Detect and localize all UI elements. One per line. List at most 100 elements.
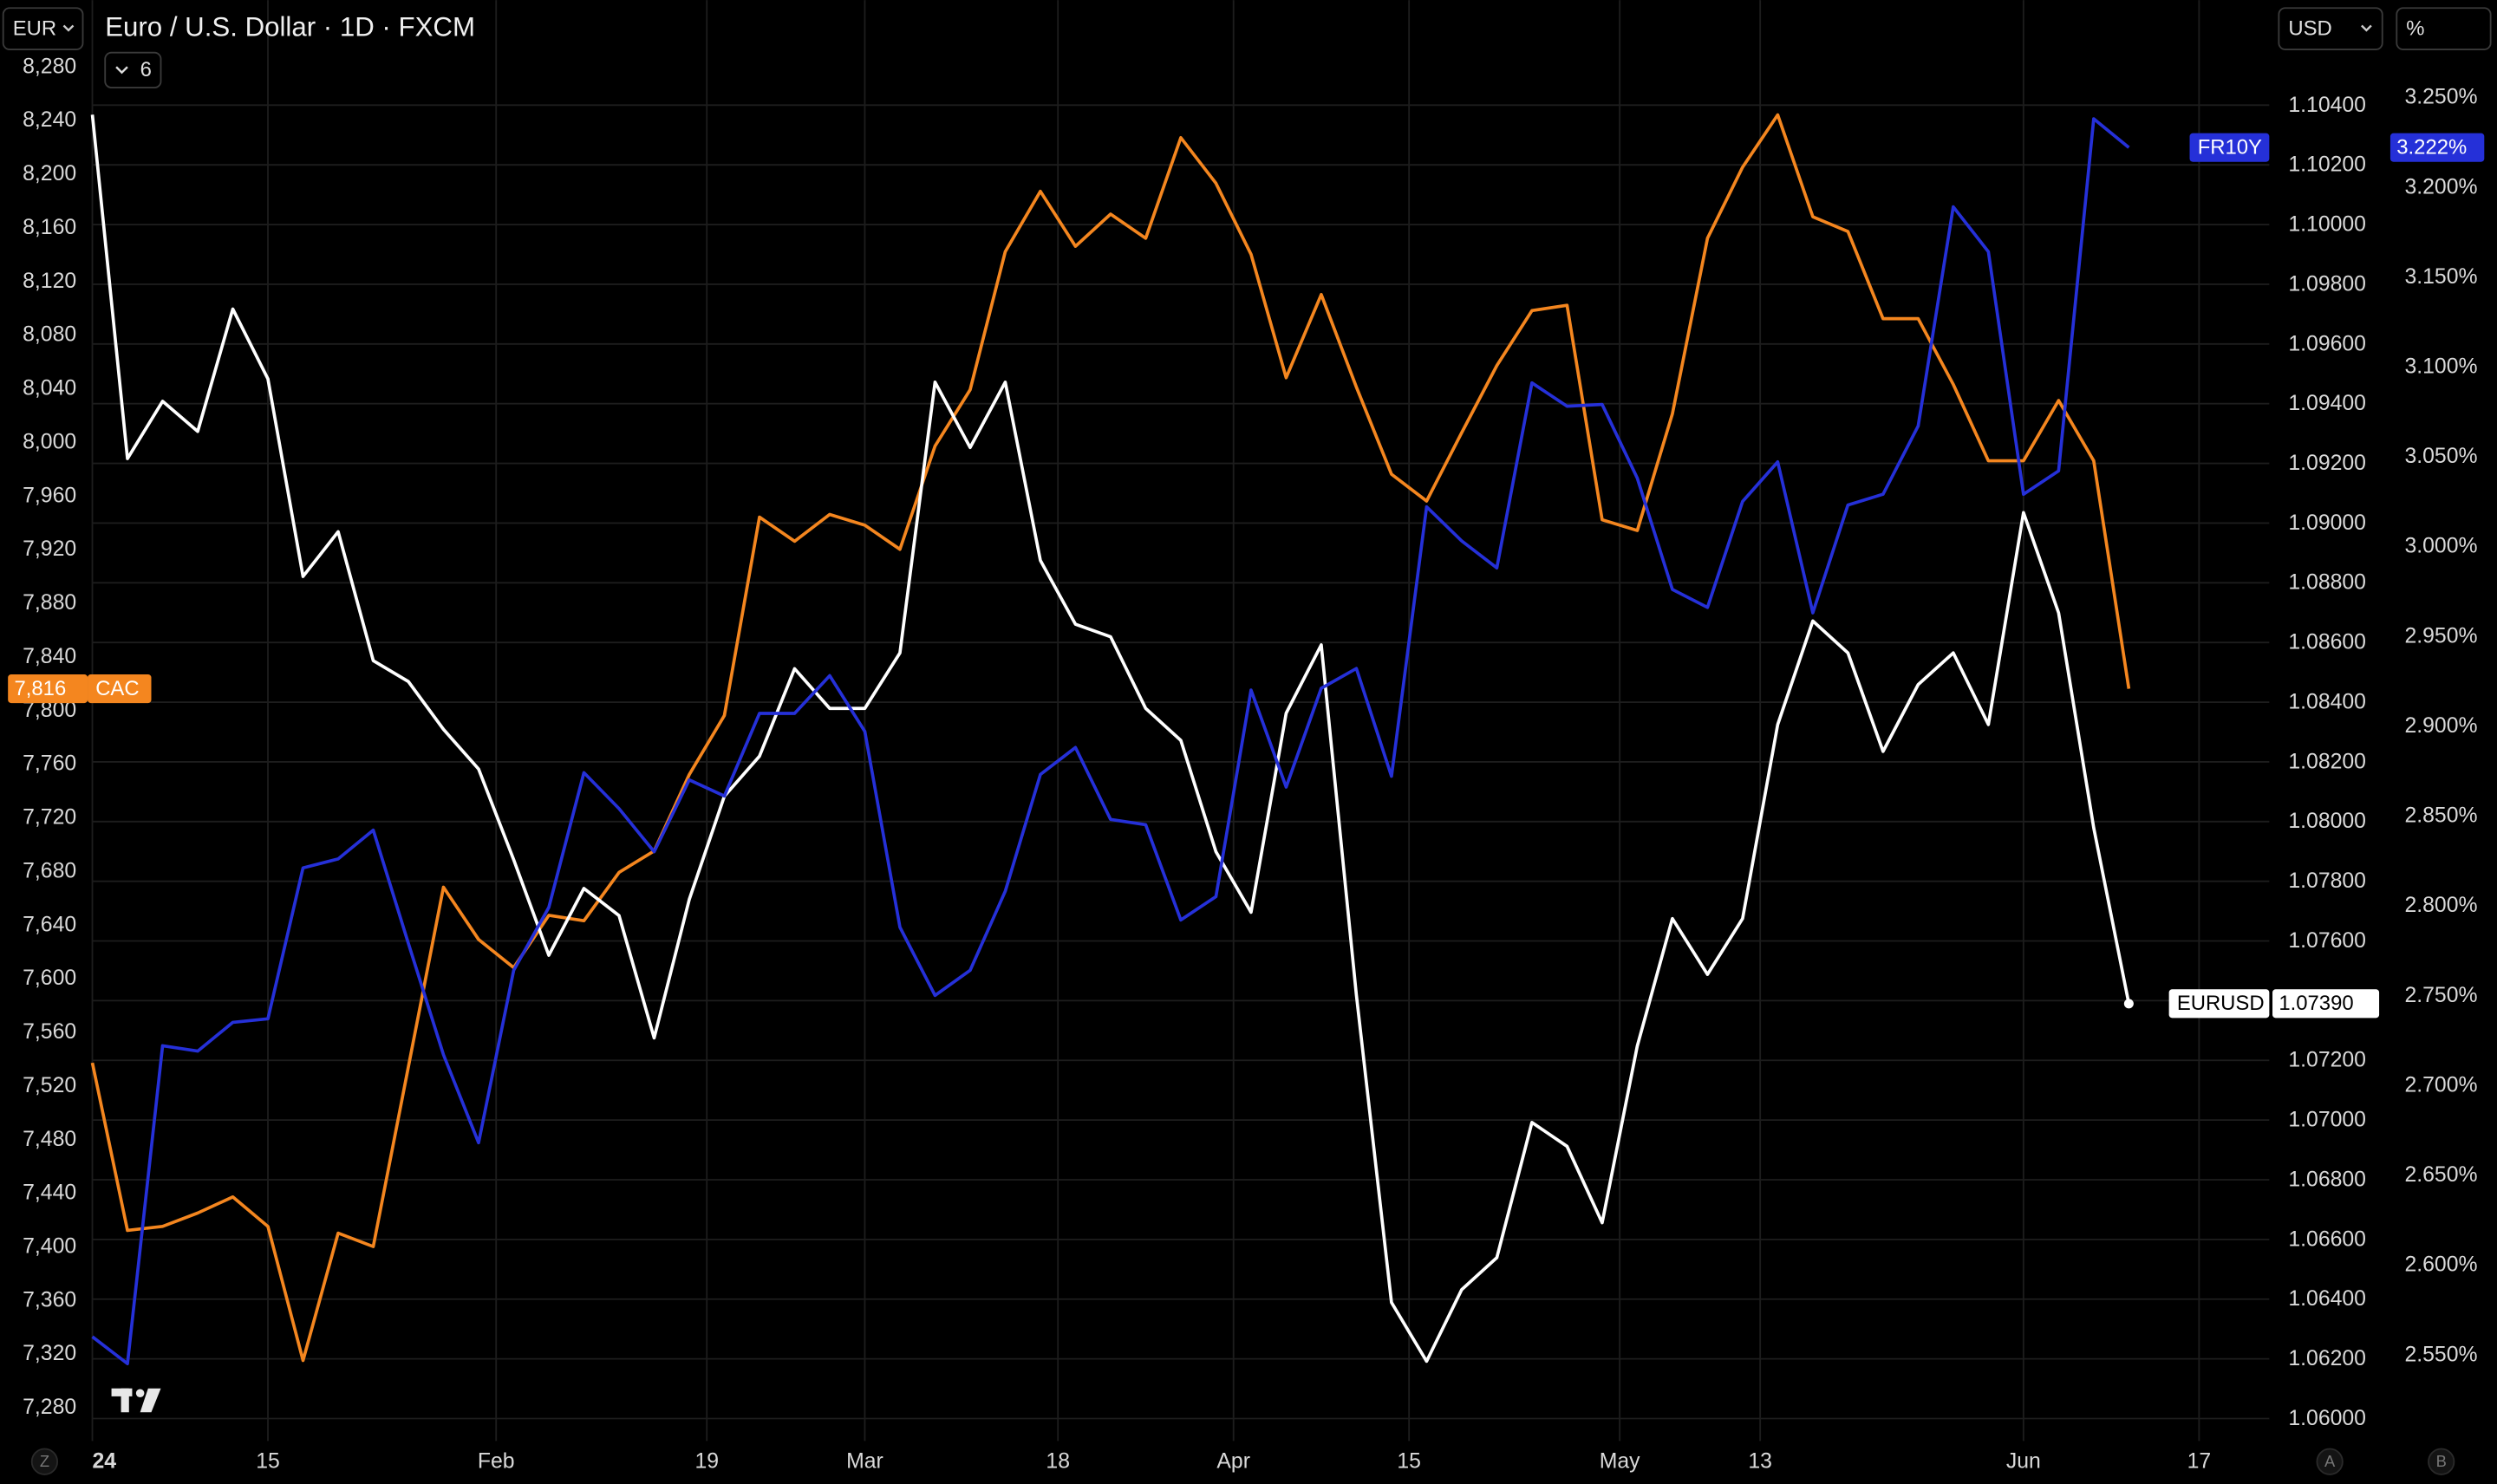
y-tick-label: 7,520 xyxy=(23,1074,76,1097)
y-tick-label: 7,560 xyxy=(23,1020,76,1044)
currency-text: USD xyxy=(2288,16,2331,40)
price-tag xyxy=(2389,133,2485,162)
y3-tick-label: 2.900% xyxy=(2404,714,2477,738)
price-label: 1.07390 xyxy=(2279,992,2353,1015)
y3-tick-label: 2.750% xyxy=(2404,984,2477,1007)
x-tick-label: 15 xyxy=(256,1450,280,1474)
currency-dropdown[interactable] xyxy=(2,7,84,50)
button-label: B xyxy=(2436,1452,2447,1470)
x-tick-label: May xyxy=(1600,1450,1640,1474)
y3-tick-label: 3.000% xyxy=(2404,535,2477,558)
y-tick-label: 8,080 xyxy=(23,323,76,347)
x-tick-label: 15 xyxy=(1397,1450,1421,1474)
y-tick-label: 7,640 xyxy=(23,913,76,936)
y2-tick-label: 1.09800 xyxy=(2288,272,2366,296)
x-tick-label: Apr xyxy=(1216,1450,1250,1474)
y3-tick-label: 2.600% xyxy=(2404,1253,2477,1277)
y-tick-label: 8,200 xyxy=(23,162,76,186)
y3-tick-label: 2.550% xyxy=(2404,1343,2477,1366)
x-tick-label: Feb xyxy=(478,1450,515,1474)
tradingview-logo xyxy=(111,1388,161,1413)
y2-tick-label: 1.08200 xyxy=(2288,750,2366,773)
y3-tick-label: 3.250% xyxy=(2404,86,2477,109)
y-tick-label: 8,280 xyxy=(23,55,76,78)
y-tick-label: 7,920 xyxy=(23,537,76,561)
y2-tick-label: 1.09200 xyxy=(2288,452,2366,475)
y2-tick-label: 1.08400 xyxy=(2288,690,2366,713)
y2-tick-label: 1.07000 xyxy=(2288,1109,2366,1132)
y3-tick-label: 2.800% xyxy=(2404,894,2477,917)
currency-dropdown[interactable] xyxy=(2278,7,2383,50)
button-label: Z xyxy=(40,1452,49,1470)
price-label: 3.222% xyxy=(2396,135,2467,159)
y2-tick-label: 1.07800 xyxy=(2288,869,2366,893)
y2-tick-label: 1.08800 xyxy=(2288,571,2366,595)
y2-tick-label: 1.07600 xyxy=(2288,929,2366,953)
y3-tick-label: 3.200% xyxy=(2404,175,2477,199)
series-line xyxy=(91,117,2130,1366)
y2-tick-label: 1.08600 xyxy=(2288,631,2366,654)
x-tick-label: 18 xyxy=(1046,1450,1070,1474)
y2-tick-label: 1.09000 xyxy=(2288,511,2366,535)
button[interactable] xyxy=(2428,1448,2455,1475)
y-tick-label: 7,280 xyxy=(23,1396,76,1419)
y3-tick-label: 3.050% xyxy=(2404,445,2477,468)
y2-tick-label: 1.10400 xyxy=(2288,94,2366,117)
y-tick-label: 7,880 xyxy=(23,591,76,615)
series-line xyxy=(90,114,2131,1364)
x-tick-label: 17 xyxy=(2187,1450,2212,1474)
percent-text: % xyxy=(2406,16,2424,40)
axes: 24 15 Feb 19 Mar 18 Apr 15 May 13 Jun 17 7,280 7,320 7… xyxy=(8,55,2485,1474)
currency-text: EUR xyxy=(13,16,56,40)
y-tick-label: 7,680 xyxy=(23,859,76,882)
button[interactable] xyxy=(2316,1448,2344,1475)
chart-title: Euro / U.S. Dollar · 1D · FXCM xyxy=(105,11,475,42)
y2-tick-label: 1.10000 xyxy=(2288,213,2366,237)
y2-tick-label: 1.09600 xyxy=(2288,332,2366,355)
series-name-tag xyxy=(2189,133,2270,162)
y2-tick-label: 1.08000 xyxy=(2288,810,2366,833)
y-tick-label: 7,840 xyxy=(23,645,76,668)
y-tick-label: 7,480 xyxy=(23,1128,76,1151)
series-name: CAC xyxy=(95,677,139,700)
chevron-icon xyxy=(62,24,75,32)
y2-tick-label: 1.06800 xyxy=(2288,1168,2366,1191)
y3-tick-label: 2.850% xyxy=(2404,804,2477,828)
x-tick-label: Jun xyxy=(2006,1450,2041,1474)
price-tag xyxy=(2272,989,2380,1019)
y3-tick-label: 2.700% xyxy=(2404,1073,2477,1097)
chevron-icon xyxy=(2361,24,2372,32)
y-tick-label: 7,720 xyxy=(23,806,76,830)
y-tick-label: 7,760 xyxy=(23,752,76,776)
x-tick-label: 19 xyxy=(694,1450,719,1474)
y2-tick-label: 1.10200 xyxy=(2288,153,2366,177)
indicator-count: 6 xyxy=(140,58,152,81)
series-line xyxy=(90,113,2131,1363)
x-tick-label: 13 xyxy=(1748,1450,1772,1474)
y-tick-label: 8,240 xyxy=(23,108,76,132)
y-tick-label: 8,160 xyxy=(23,216,76,239)
y2-tick-label: 1.09400 xyxy=(2288,392,2366,415)
y-tick-label: 7,400 xyxy=(23,1235,76,1259)
indicators-toggle[interactable] xyxy=(104,51,162,89)
button-label: A xyxy=(2324,1452,2336,1470)
y3-tick-label: 3.100% xyxy=(2404,355,2477,378)
y2-tick-label: 1.06600 xyxy=(2288,1227,2366,1251)
y-tick-label: 7,360 xyxy=(23,1288,76,1312)
y-tick-label: 7,440 xyxy=(23,1181,76,1205)
price-label: 7,816 xyxy=(15,677,67,700)
button[interactable] xyxy=(30,1448,59,1475)
percent-toggle[interactable] xyxy=(2396,7,2492,50)
y-tick-label: 7,320 xyxy=(23,1342,76,1365)
y3-tick-label: 2.650% xyxy=(2404,1163,2477,1187)
series-name-tag xyxy=(88,674,152,704)
y2-tick-label: 1.06200 xyxy=(2288,1347,2366,1370)
y-tick-label: 7,960 xyxy=(23,484,76,507)
price-tag xyxy=(8,674,88,704)
y2-tick-label: 1.06400 xyxy=(2288,1287,2366,1311)
y3-tick-label: 3.150% xyxy=(2404,265,2477,289)
y3-tick-label: 2.950% xyxy=(2404,624,2477,648)
